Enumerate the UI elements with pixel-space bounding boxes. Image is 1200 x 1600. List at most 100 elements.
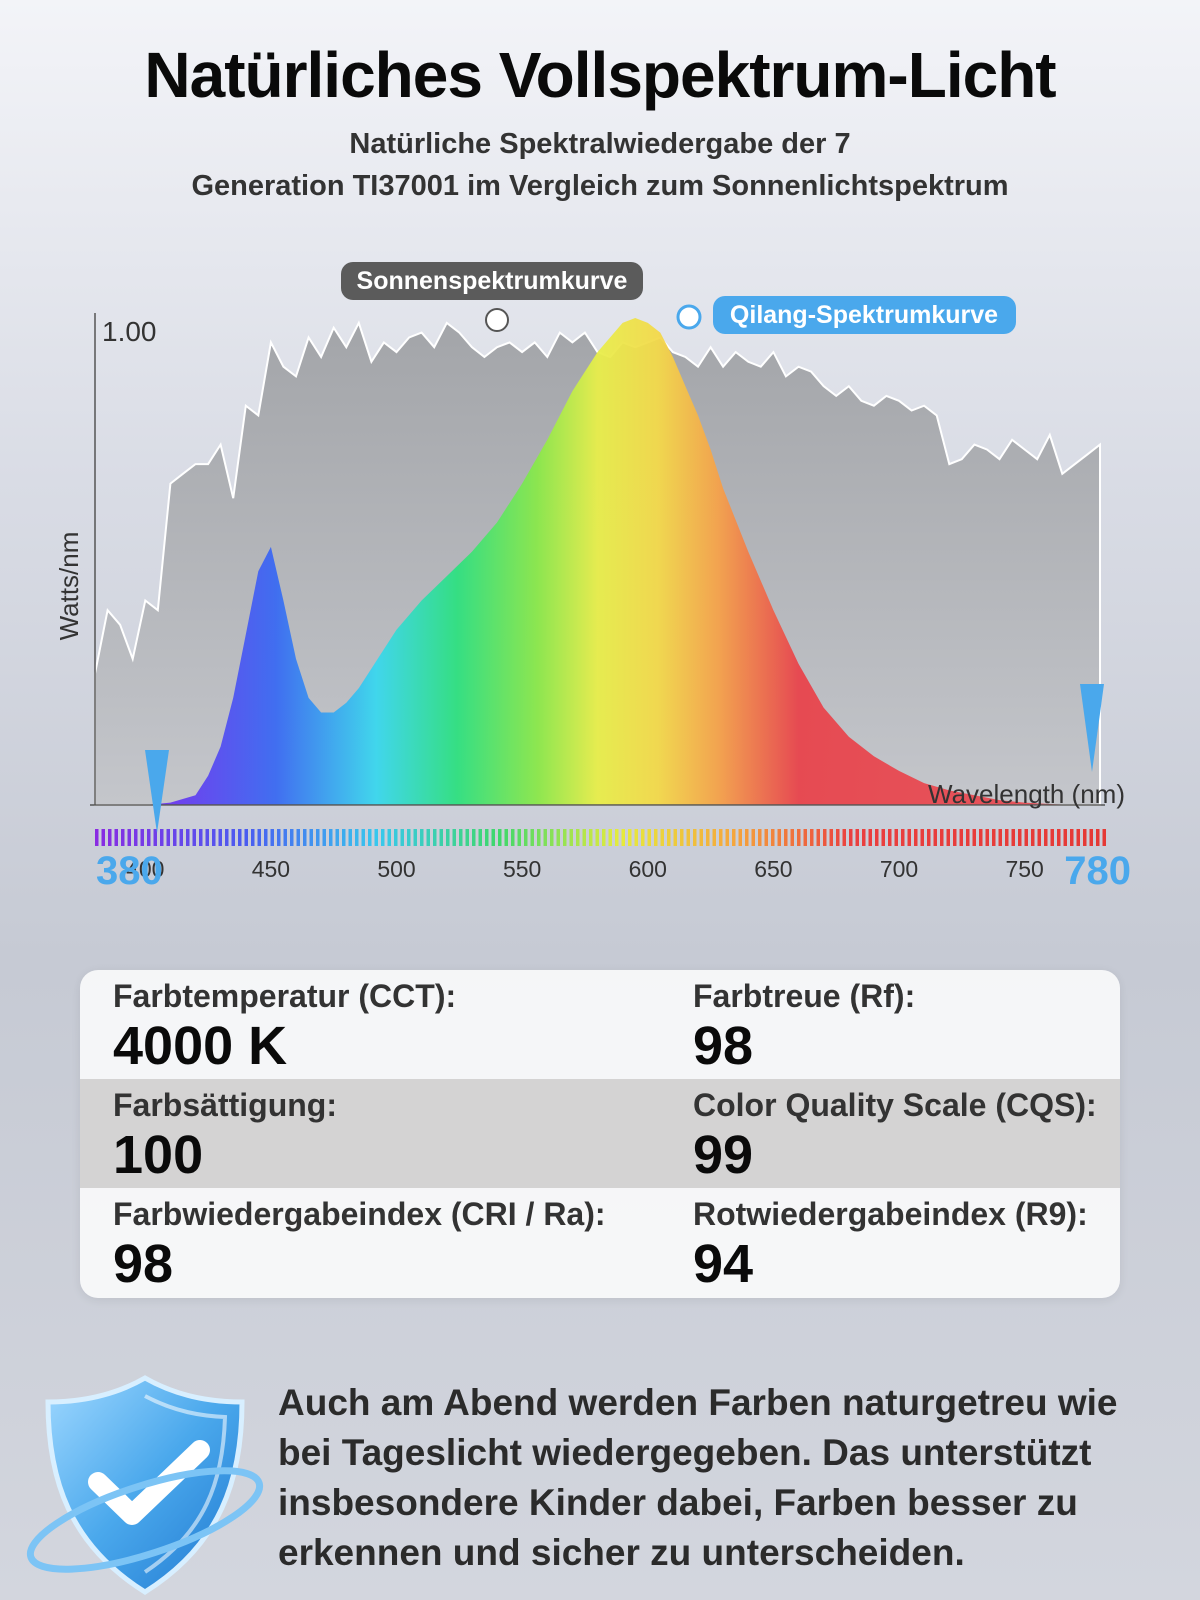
spectrum-bar-tick (901, 829, 905, 846)
spectrum-bar-tick (342, 829, 346, 846)
x-tick-label: 450 (252, 856, 290, 882)
spectrum-bar-tick (303, 829, 307, 846)
spectrum-bar-tick (693, 829, 697, 846)
spectrum-bar-tick (491, 829, 495, 846)
spectrum-bar-tick (608, 829, 612, 846)
spectrum-bar-tick (602, 829, 606, 846)
spectrum-bar-tick (907, 829, 911, 846)
spectrum-bar-tick (569, 829, 573, 846)
spectrum-bar-tick (563, 829, 567, 846)
spectrum-bar-tick (283, 829, 287, 846)
spectrum-bar-tick (530, 829, 534, 846)
spectrum-bar-tick (699, 829, 703, 846)
spectrum-bar-tick (127, 829, 131, 846)
spectrum-bar-tick (1031, 829, 1035, 846)
spectrum-bar-tick (725, 829, 729, 846)
series-qilang-area (95, 318, 1100, 805)
spectrum-bar-tick (264, 829, 268, 846)
sun-label-badge (341, 262, 643, 300)
spectrum-bar-tick (849, 829, 853, 846)
stat-label: Rotwiedergabeindex (R9): (693, 1196, 1088, 1232)
spectrum-bar-tick (134, 829, 138, 846)
stat-value: 98 (113, 1234, 174, 1294)
footer-text: Auch am Abend werden Farben naturgetreu … (278, 1382, 1118, 1573)
spectrum-bar-tick (1057, 829, 1061, 846)
spectrum-bar-tick (355, 829, 359, 846)
stat-value: 99 (693, 1125, 754, 1185)
spectrum-bar-tick (192, 829, 196, 846)
spectrum-bar-tick (199, 829, 203, 846)
spectrum-bar-tick (777, 829, 781, 846)
spectrum-bar-tick (641, 829, 645, 846)
spectrum-bar-tick (238, 829, 242, 846)
spectrum-bar-tick (218, 829, 222, 846)
stat-label: Farbwiedergabeindex (CRI / Ra): (113, 1196, 606, 1232)
spectrum-bar-tick (329, 829, 333, 846)
spectrum-bar-tick (998, 829, 1002, 846)
spectrum-bar-tick (979, 829, 983, 846)
stat-label: Color Quality Scale (CQS): (693, 1087, 1097, 1123)
spectrum-bar-tick (1037, 829, 1041, 846)
range-end-label: 780 (1064, 849, 1131, 893)
page-title: Natürliches Vollspektrum-Licht (144, 39, 1056, 111)
spectrum-bar-tick (413, 829, 417, 846)
spectrum-bar-tick (621, 829, 625, 846)
spectrum-bar-tick (751, 829, 755, 846)
stat-value: 4000 K (113, 1016, 288, 1076)
spectrum-bar-tick (875, 829, 879, 846)
spectrum-bar-tick (868, 829, 872, 846)
spectrum-bar-tick (680, 829, 684, 846)
spectrum-bar-tick (316, 829, 320, 846)
spectrum-bar-tick (972, 829, 976, 846)
spectrum-bar-tick (166, 829, 170, 846)
spectrum-bar-tick (186, 829, 190, 846)
spectrum-bar-tick (576, 829, 580, 846)
spectrum-bar-tick (1096, 829, 1100, 846)
spectrum-bar-tick (667, 829, 671, 846)
spectrum-bar-tick (888, 829, 892, 846)
spectrum-bar-tick (1076, 829, 1080, 846)
x-axis-label: Wavelength (nm) (928, 779, 1125, 809)
spectrum-bar-tick (537, 829, 541, 846)
spectrum-bar-tick (101, 829, 105, 846)
spectrum-bar-tick (1005, 829, 1009, 846)
spectrum-bar-tick (153, 829, 157, 846)
spectrum-bar-tick (920, 829, 924, 846)
spectrum-bar-tick (322, 829, 326, 846)
spectrum-bar-tick (966, 829, 970, 846)
x-tick-label: 400 (126, 856, 164, 882)
spectrum-bar-tick (1063, 829, 1067, 846)
spectrum-bar-tick (381, 829, 385, 846)
spectrum-bar-tick (816, 829, 820, 846)
x-tick-label: 650 (754, 856, 792, 882)
spectrum-bar-tick (459, 829, 463, 846)
spectrum-bar-tick (387, 829, 391, 846)
spectrum-bar-tick (790, 829, 794, 846)
spectrum-bar-tick (121, 829, 125, 846)
x-tick-label: 700 (880, 856, 918, 882)
spectrum-bar-tick (452, 829, 456, 846)
spectrum-bar-tick (745, 829, 749, 846)
spectrum-bar-tick (647, 829, 651, 846)
spectrum-bar-tick (771, 829, 775, 846)
spectrum-bar-tick (108, 829, 112, 846)
spectrum-bar-tick (374, 829, 378, 846)
spectrum-bar-tick (628, 829, 632, 846)
spectrum-bar-tick (927, 829, 931, 846)
spectrum-bar-tick (114, 829, 118, 846)
spectrum-bar-tick (212, 829, 216, 846)
spectrum-bar-tick (985, 829, 989, 846)
spectrum-bar-tick (634, 829, 638, 846)
spectrum-bar-tick (810, 829, 814, 846)
spectrum-bar-tick (862, 829, 866, 846)
spectrum-bar-tick (231, 829, 235, 846)
qilang-label-text: Qilang-Spektrumkurve (730, 301, 998, 329)
spectrum-bar-tick (595, 829, 599, 846)
stat-saturation: Farbsättigung: 100 (113, 1087, 337, 1186)
spectrum-bar-tick (914, 829, 918, 846)
spectrum-bar-tick (660, 829, 664, 846)
spectrum-bar-tick (842, 829, 846, 846)
spectrum-bar-tick (1018, 829, 1022, 846)
spectrum-bar-tick (732, 829, 736, 846)
qilang-label-badge (713, 296, 1016, 334)
